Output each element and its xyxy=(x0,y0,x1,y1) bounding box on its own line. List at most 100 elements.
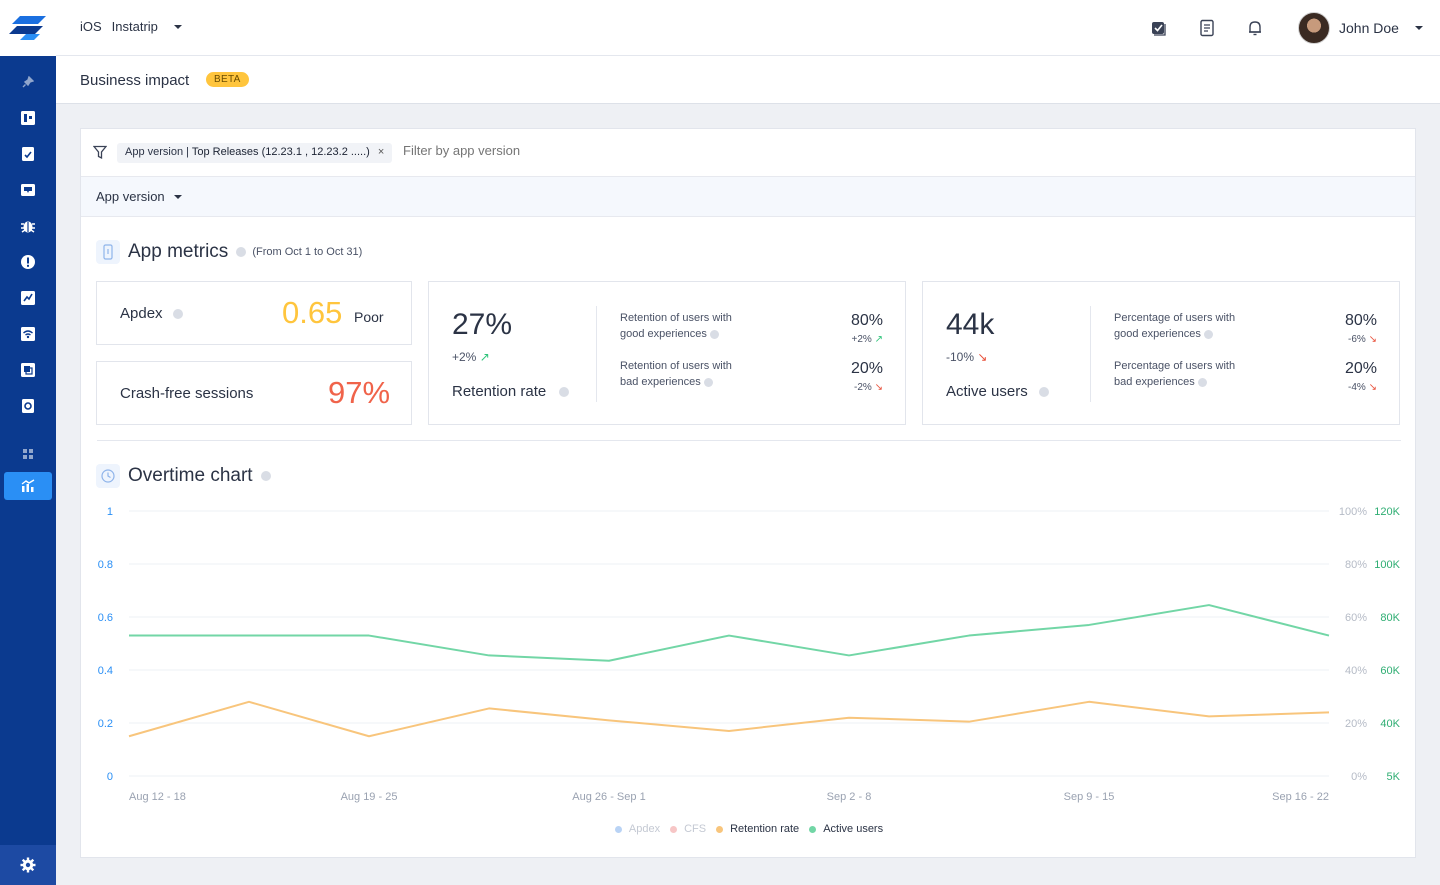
performance-icon xyxy=(21,291,35,305)
app-metrics-title: App metrics xyxy=(128,241,229,262)
info-icon[interactable] xyxy=(1197,377,1207,387)
filter-input[interactable] xyxy=(403,143,703,158)
retention-bad-label: Retention of users with bad experiences xyxy=(620,358,750,390)
retention-bad-delta: -2% ↘ xyxy=(823,382,883,393)
mobile-icon xyxy=(96,240,120,264)
legend-item[interactable]: Active users xyxy=(809,823,883,835)
app-platform: iOS xyxy=(80,19,102,34)
chart-legend: Apdex CFS Retention rate Active users xyxy=(81,823,1417,835)
arrow-up-icon: ↗ xyxy=(874,334,883,345)
chip-value: Top Releases (12.23.1 , 12.23.2 .....) xyxy=(191,146,370,158)
settings-button[interactable] xyxy=(0,845,56,885)
legend-item[interactable]: Apdex xyxy=(614,823,661,835)
info-icon[interactable] xyxy=(260,471,271,481)
sidebar-item-network[interactable] xyxy=(0,316,56,352)
users-bad-delta-text: -4% xyxy=(1348,382,1366,393)
group-by-select[interactable]: App version xyxy=(96,189,182,204)
y-left-tick: 0.6 xyxy=(98,612,113,624)
sidebar-item-dashboard[interactable] xyxy=(0,100,56,136)
active-users-delta: -10% ↘ xyxy=(946,350,987,364)
apdex-label: Apdex xyxy=(120,305,163,322)
active-users-label: Active users xyxy=(946,383,1028,400)
y-right-users-tick: 80K xyxy=(1380,612,1400,624)
filter-bar: App version | Top Releases (12.23.1 , 12… xyxy=(81,129,1415,177)
sidebar-item-releases[interactable] xyxy=(0,352,56,388)
filter-chip[interactable]: App version | Top Releases (12.23.1 , 12… xyxy=(117,143,393,163)
page-title: Business impact xyxy=(80,72,190,89)
report-icon xyxy=(22,147,34,161)
bug-icon xyxy=(21,221,35,233)
info-icon[interactable] xyxy=(173,309,183,319)
info-icon[interactable] xyxy=(709,329,719,339)
page-header: Business impact BETA xyxy=(56,56,1440,104)
user-menu[interactable]: John Doe xyxy=(1298,12,1423,44)
retention-bad-value: 20% xyxy=(850,360,883,377)
filter-icon[interactable] xyxy=(93,145,107,160)
y-right-pct-tick: 20% xyxy=(1345,718,1367,730)
overtime-chart-title: Overtime chart xyxy=(128,465,253,486)
legend-label: Apdex xyxy=(628,823,661,835)
sidebar-item-crashes[interactable] xyxy=(0,244,56,280)
pin-icon[interactable] xyxy=(0,64,56,100)
y-right-pct-tick: 100% xyxy=(1339,506,1367,518)
business-impact-icon xyxy=(21,479,35,492)
retention-good-delta: +2% ↗ xyxy=(823,334,883,345)
legend-label: CFS xyxy=(684,823,707,835)
crash-free-value: 97% xyxy=(328,375,391,410)
sidebar-item-apm[interactable] xyxy=(0,280,56,316)
arrow-down-icon: ↘ xyxy=(874,382,883,393)
legend-dot xyxy=(716,825,724,833)
info-icon[interactable] xyxy=(1039,387,1049,397)
retention-card: 27% +2% ↗ Retention rate Retention of us… xyxy=(428,281,906,425)
users-bad-label: Percentage of users with bad experiences xyxy=(1114,358,1244,390)
series-line-retention-rate xyxy=(128,700,1330,738)
retention-bad-label-text: Retention of users with bad experiences xyxy=(620,360,732,388)
retention-good-label-text: Retention of users with good experiences xyxy=(620,312,732,340)
releases-icon xyxy=(21,363,35,377)
info-icon[interactable] xyxy=(1203,329,1213,339)
info-icon[interactable] xyxy=(559,387,569,397)
y-right-users-tick: 40K xyxy=(1380,718,1400,730)
sidebar-item-inbox[interactable] xyxy=(0,172,56,208)
grid-icon[interactable] xyxy=(0,436,56,472)
legend-item[interactable]: Retention rate xyxy=(716,823,799,835)
beta-badge: BETA xyxy=(206,72,249,87)
legend-item[interactable]: CFS xyxy=(670,823,706,835)
y-left-tick: 0.2 xyxy=(98,718,113,730)
y-right-pct-tick: 80% xyxy=(1345,559,1367,571)
sidebar-item-bugs[interactable] xyxy=(0,208,56,244)
arrow-down-icon: ↘ xyxy=(1368,334,1377,345)
users-bad-label-text: Percentage of users with bad experiences xyxy=(1114,360,1236,388)
retention-delta: +2% ↗ xyxy=(452,350,490,364)
y-right-users-tick: 120K xyxy=(1374,506,1400,518)
divider xyxy=(596,306,597,402)
sidebar-item-business-impact[interactable] xyxy=(4,472,52,500)
y-right-pct-tick: 0% xyxy=(1351,771,1367,783)
info-icon[interactable] xyxy=(236,247,247,257)
document-icon[interactable] xyxy=(1197,18,1217,38)
tasks-icon[interactable] xyxy=(1149,18,1169,38)
chevron-down-icon xyxy=(173,24,182,29)
apdex-value: 0.65 xyxy=(282,295,343,330)
app-name: Instatrip xyxy=(111,19,158,34)
y-right-users-tick: 100K xyxy=(1374,559,1400,571)
users-good-delta-text: -6% xyxy=(1348,334,1366,345)
sidebar-item-surveys[interactable] xyxy=(0,388,56,424)
y-right-users-tick: 60K xyxy=(1380,665,1400,677)
y-right-pct-tick: 40% xyxy=(1345,665,1367,677)
series-line-active-users xyxy=(129,604,1330,662)
y-left-tick: 0.8 xyxy=(98,559,113,571)
app-switcher[interactable]: iOS Instatrip xyxy=(80,19,182,34)
users-good-delta: -6% ↘ xyxy=(1317,334,1377,345)
app-logo[interactable] xyxy=(0,0,56,56)
retention-bad-delta-text: -2% xyxy=(854,382,872,393)
arrow-down-icon: ↘ xyxy=(977,350,988,364)
arrow-up-icon: ↗ xyxy=(479,350,490,364)
retention-delta-text: +2% xyxy=(452,350,477,364)
overtime-chart: 1 100% 120K 0.8 80% 100K 0.6 60% 80K 0.4 40% 60K 0.2… xyxy=(98,506,1401,803)
arrow-down-icon: ↘ xyxy=(1368,382,1377,393)
info-icon[interactable] xyxy=(703,377,713,387)
sidebar-item-reports[interactable] xyxy=(0,136,56,172)
close-icon[interactable]: × xyxy=(377,146,385,158)
bell-icon[interactable] xyxy=(1245,18,1265,38)
